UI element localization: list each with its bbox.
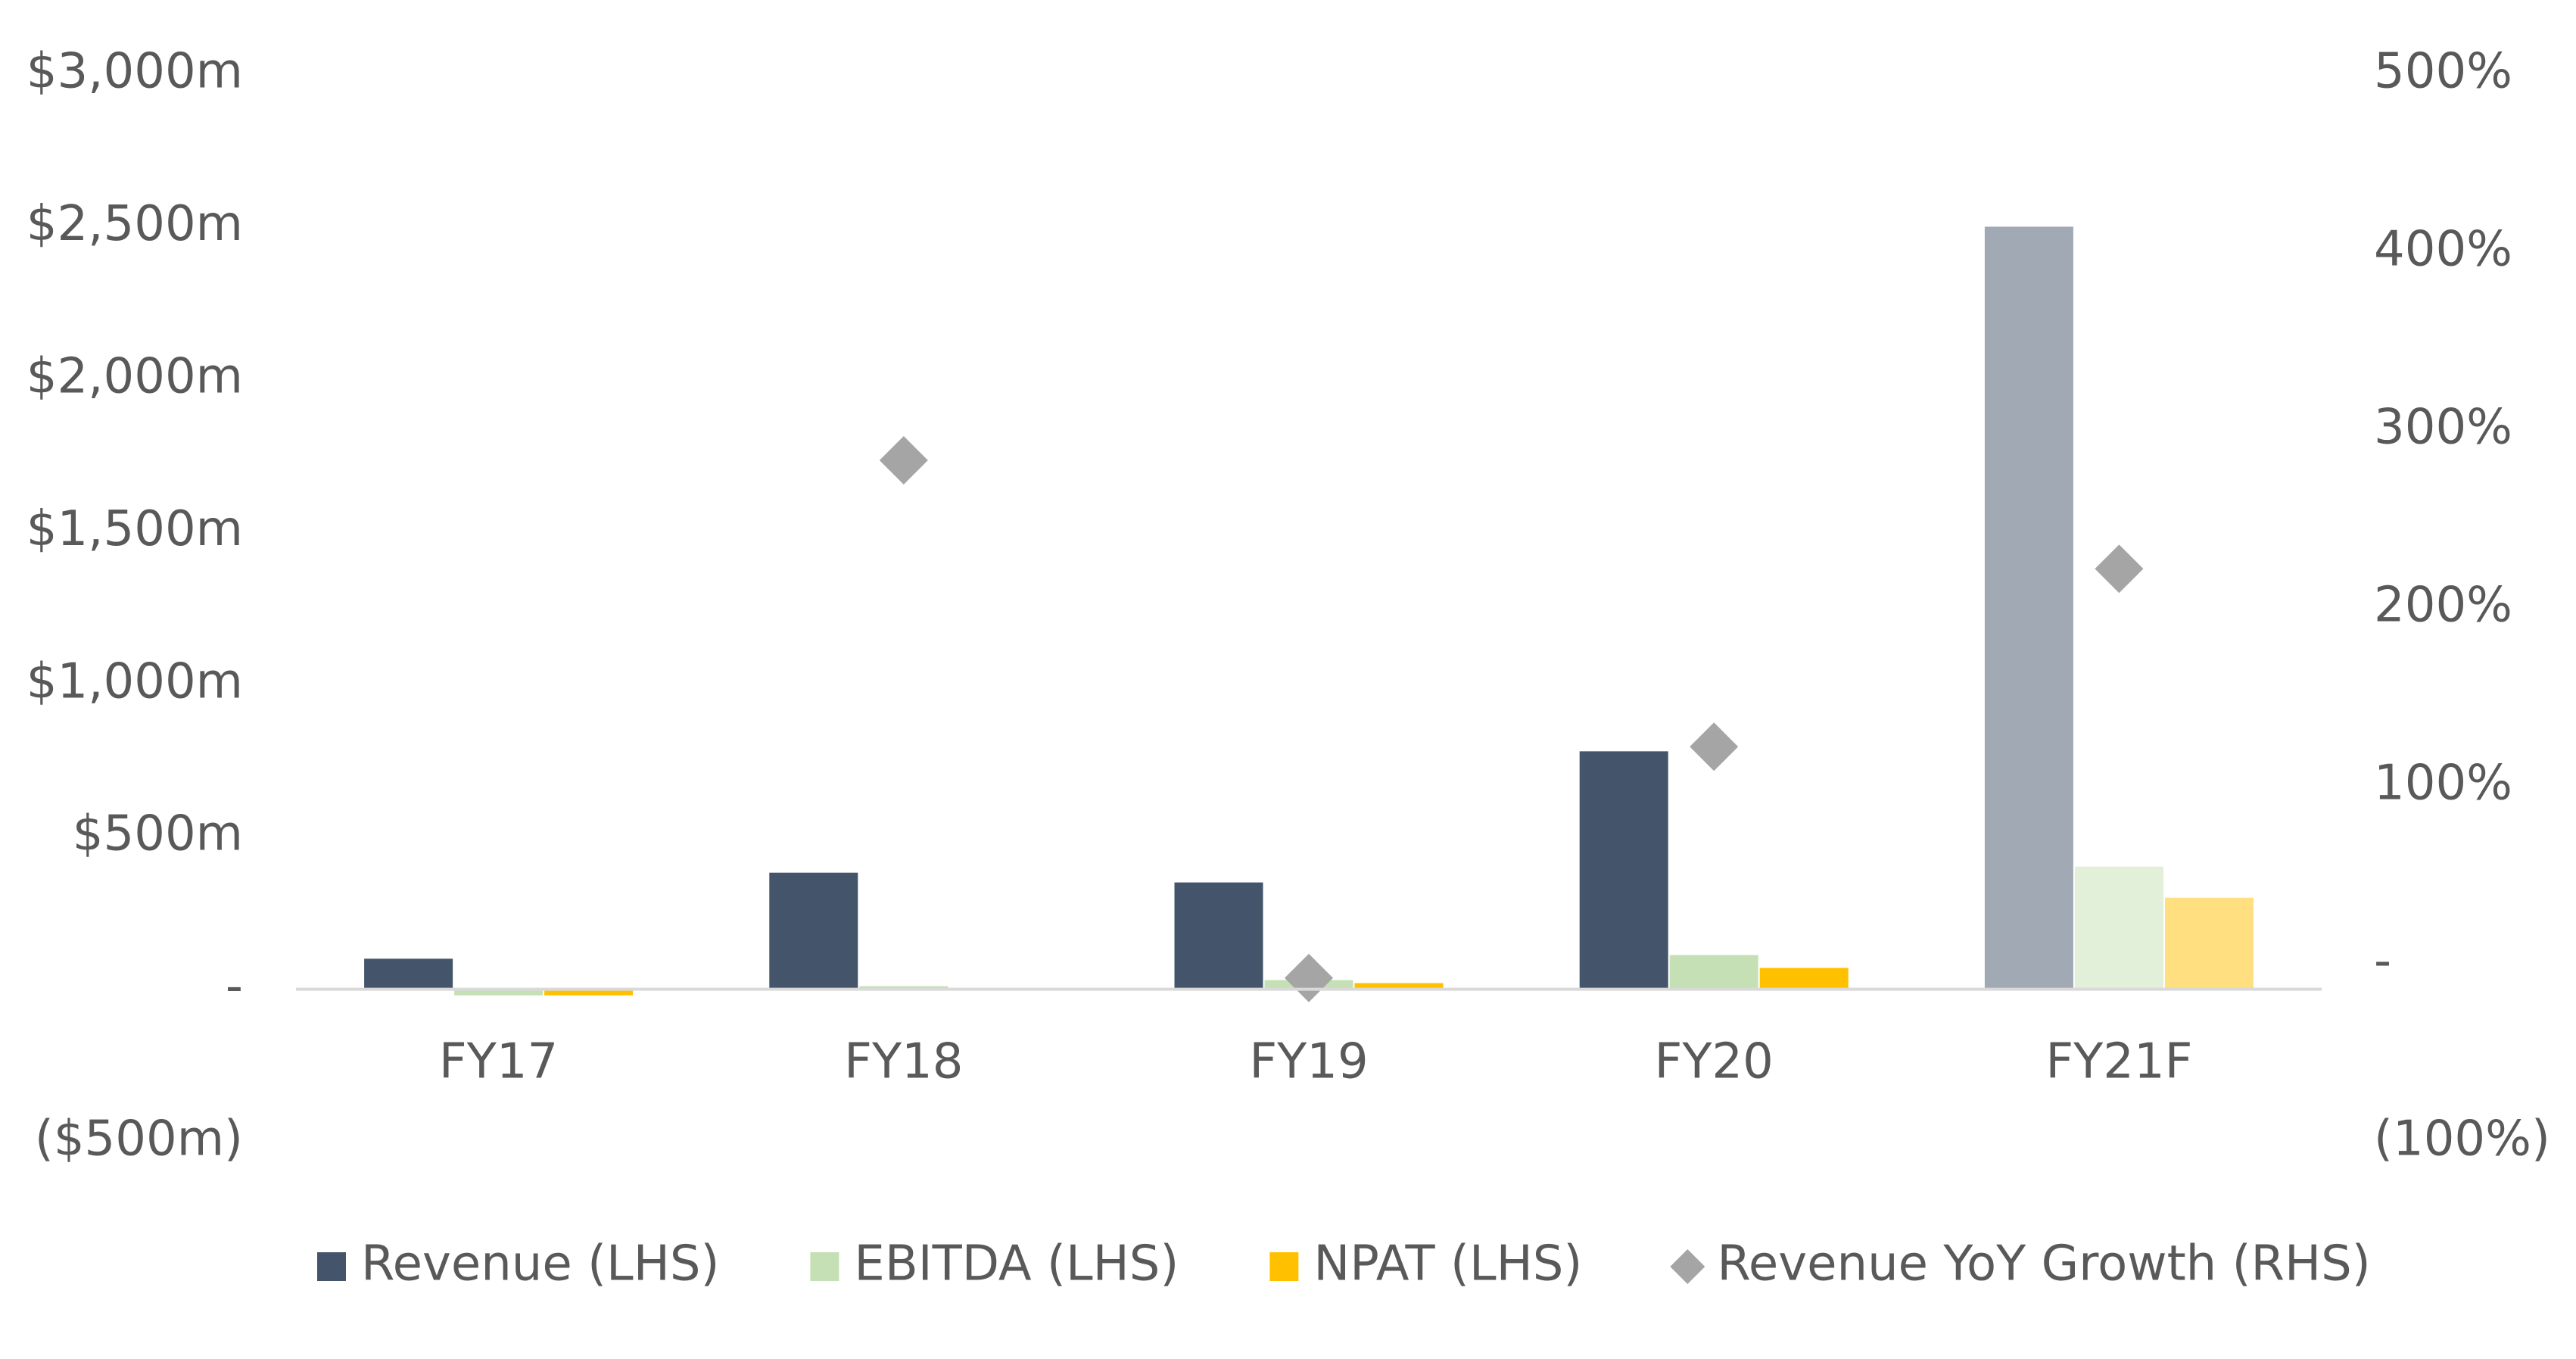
legend-swatch (317, 1252, 346, 1281)
bar (1759, 968, 1849, 990)
y-tick-label: ($500m) (35, 1111, 243, 1167)
legend-swatch (1269, 1252, 1299, 1281)
bar (1354, 983, 1444, 990)
growth-marker (879, 435, 928, 485)
y2-tick-label: 500% (2374, 44, 2512, 100)
x-tick-label: FY19 (1249, 1034, 1368, 1090)
y-tick-label: $1,000m (26, 653, 243, 709)
bar (454, 989, 544, 996)
y-tick-label: $3,000m (26, 44, 243, 100)
legend-label: NPAT (LHS) (1313, 1236, 1582, 1292)
bar (364, 958, 453, 990)
legend-marker (1670, 1249, 1705, 1284)
bar (1579, 751, 1668, 990)
bar (2164, 897, 2254, 990)
bar (1669, 955, 1758, 990)
y-tick-label: $1,500m (26, 501, 243, 557)
legend-label: EBITDA (LHS) (854, 1236, 1179, 1292)
y-tick-label: - (226, 958, 243, 1015)
bar (1174, 882, 1263, 990)
legend-label: Revenue YoY Growth (RHS) (1717, 1236, 2370, 1292)
x-tick-label: FY17 (439, 1034, 558, 1090)
bar (544, 989, 634, 996)
y-tick-label: $500m (73, 806, 243, 862)
x-tick-label: FY20 (1655, 1034, 1774, 1090)
legend-label: Revenue (LHS) (361, 1236, 719, 1292)
growth-marker (1285, 953, 1333, 1002)
y2-tick-label: 200% (2374, 578, 2512, 634)
legend-swatch (810, 1252, 839, 1281)
y2-tick-label: - (2374, 934, 2391, 990)
growth-marker (2095, 544, 2144, 594)
y2-tick-label: (100%) (2374, 1111, 2550, 1167)
y-tick-label: $2,500m (26, 196, 243, 252)
x-tick-label: FY21F (2045, 1034, 2192, 1090)
bar (1984, 226, 2073, 990)
y2-tick-label: 300% (2374, 400, 2512, 456)
x-tick-label: FY18 (844, 1034, 963, 1090)
bar (769, 872, 858, 990)
bar (2074, 866, 2163, 990)
y2-tick-label: 100% (2374, 756, 2512, 812)
growth-marker (1690, 722, 1739, 771)
y-tick-label: $2,000m (26, 348, 243, 404)
y2-tick-label: 400% (2374, 222, 2512, 278)
bar (859, 986, 948, 990)
